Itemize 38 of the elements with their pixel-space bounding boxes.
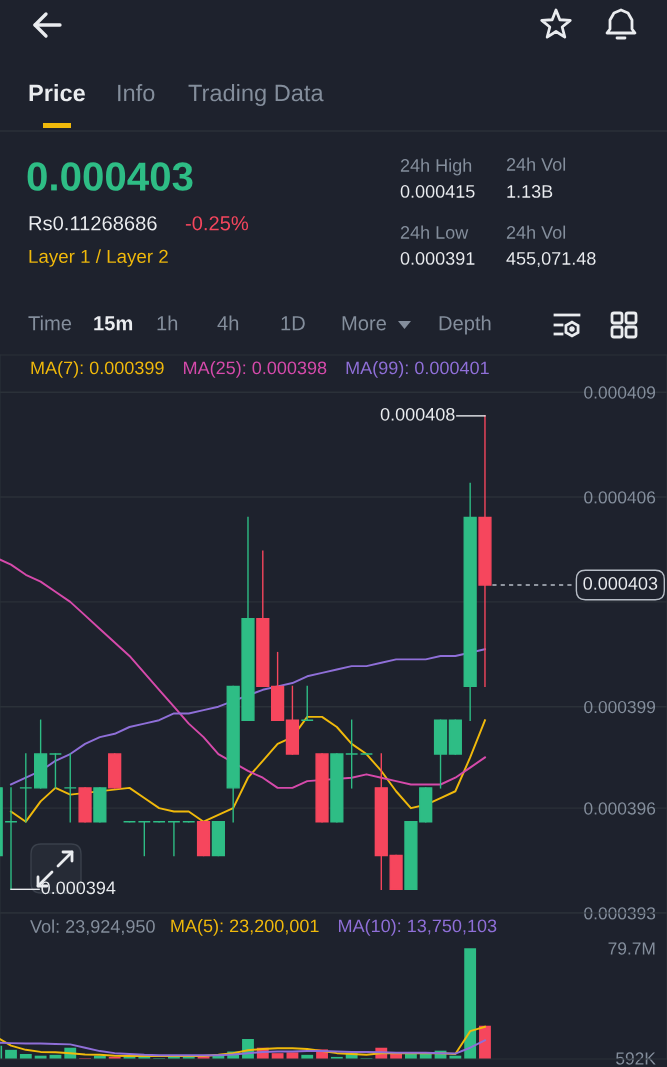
text: 1.13B (507, 185, 553, 198)
text: Layer 1 / Layer 2 (29, 249, 168, 267)
text: 24h Low (400, 225, 469, 239)
text: Rs0.11268686 (29, 216, 157, 231)
text: -0.25% (185, 216, 249, 231)
text: More (342, 316, 386, 331)
y-tick-label: 592K (616, 1052, 656, 1065)
text: Price (29, 84, 85, 102)
text: Time (28, 315, 72, 331)
text: MA(25): 0.000398 (184, 361, 327, 378)
text: 24h Vol (506, 225, 566, 239)
text: 0.000403 (583, 577, 658, 590)
annotation: 0.000394 (41, 881, 116, 895)
text: 0.000415 (400, 185, 475, 198)
text: 1h (157, 315, 178, 331)
text: MA(7): 0.000399 (31, 361, 164, 378)
y-tick-label: 0.000393 (584, 907, 656, 920)
text: Info (118, 84, 155, 102)
y-tick-label: 0.000396 (584, 802, 656, 815)
text: 24h Vol (506, 157, 566, 171)
y-tick-label: 79.7M (608, 942, 655, 955)
text: 24h High (400, 158, 472, 176)
annotation: 0.000408 (380, 407, 455, 421)
text: 4h (217, 315, 239, 331)
text: 455,071.48 (506, 252, 596, 267)
text: Trading Data (188, 84, 324, 107)
text: Depth (439, 315, 491, 335)
y-tick-label: 0.000399 (584, 700, 656, 714)
chart-title: Vol: 23,924,950 (30, 919, 155, 935)
text: MA(10): 13,750,103 (338, 919, 497, 936)
text: 15m (94, 316, 133, 331)
y-tick-label: 0.000406 (584, 491, 656, 504)
text: MA(5): 23,200,001 (171, 919, 319, 936)
text: 1D (281, 316, 305, 331)
text: 0.000403 (27, 162, 193, 191)
text: MA(99): 0.000401 (346, 361, 489, 378)
text: 0.000391 (400, 252, 475, 265)
y-tick-label: 0.000409 (584, 386, 656, 399)
